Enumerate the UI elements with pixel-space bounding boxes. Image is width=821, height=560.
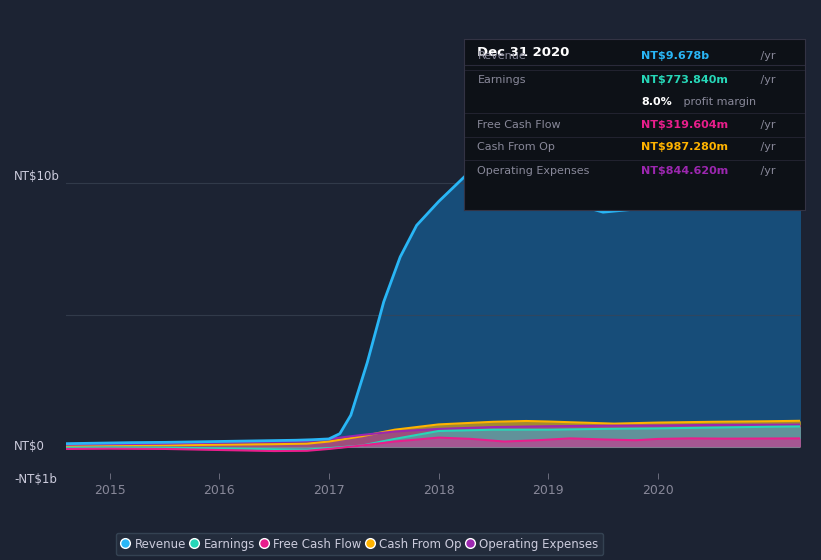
Text: /yr: /yr — [757, 142, 775, 152]
Text: Dec 31 2020: Dec 31 2020 — [478, 46, 570, 59]
Text: NT$844.620m: NT$844.620m — [641, 166, 728, 176]
Text: NT$319.604m: NT$319.604m — [641, 120, 728, 129]
Text: Revenue: Revenue — [478, 52, 526, 61]
Text: /yr: /yr — [757, 120, 775, 129]
Text: Operating Expenses: Operating Expenses — [478, 166, 589, 176]
Text: NT$987.280m: NT$987.280m — [641, 142, 728, 152]
Text: Cash From Op: Cash From Op — [478, 142, 555, 152]
Text: -NT$1b: -NT$1b — [14, 473, 57, 486]
Text: Free Cash Flow: Free Cash Flow — [478, 120, 561, 129]
Text: NT$773.840m: NT$773.840m — [641, 75, 728, 85]
Text: /yr: /yr — [757, 52, 775, 61]
Text: profit margin: profit margin — [681, 97, 756, 108]
Legend: Revenue, Earnings, Free Cash Flow, Cash From Op, Operating Expenses: Revenue, Earnings, Free Cash Flow, Cash … — [116, 533, 603, 556]
Text: NT$9.678b: NT$9.678b — [641, 52, 709, 61]
Text: NT$0: NT$0 — [14, 440, 45, 454]
Text: /yr: /yr — [757, 166, 775, 176]
Text: 8.0%: 8.0% — [641, 97, 672, 108]
Text: NT$10b: NT$10b — [14, 170, 60, 183]
Text: /yr: /yr — [757, 75, 775, 85]
Text: Earnings: Earnings — [478, 75, 526, 85]
